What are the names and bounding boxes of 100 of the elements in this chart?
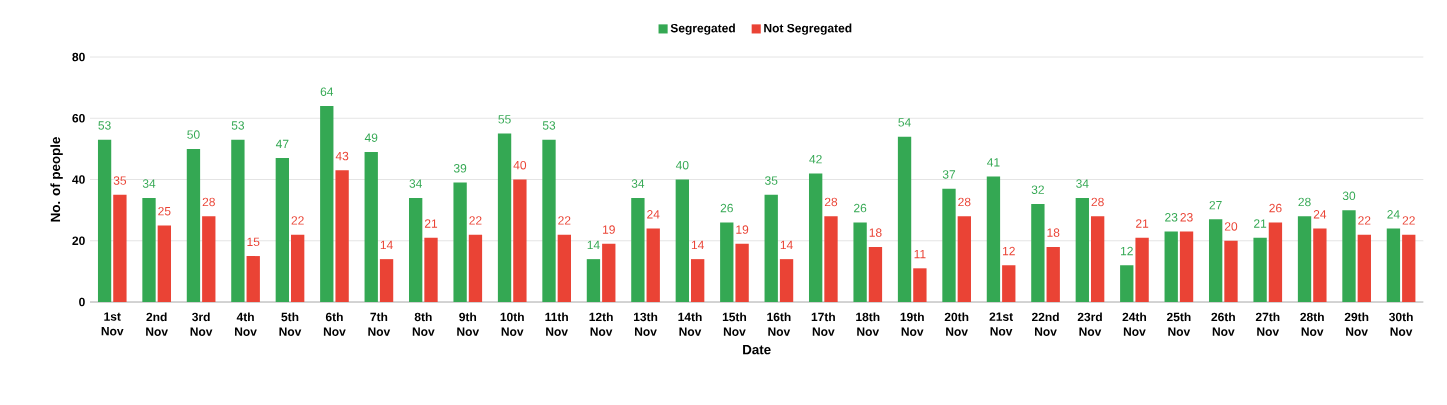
data-label: 14 xyxy=(691,240,704,250)
bar xyxy=(497,133,512,302)
x-tick-label: 3rd Nov xyxy=(190,312,213,336)
bar xyxy=(646,228,660,302)
bar xyxy=(557,234,571,302)
bar xyxy=(853,222,867,302)
data-label: 32 xyxy=(1031,185,1044,194)
data-label: 22 xyxy=(1358,216,1371,225)
data-label: 53 xyxy=(542,121,556,130)
data-label: 28 xyxy=(958,197,971,207)
data-label: 27 xyxy=(1209,200,1222,210)
data-label: 34 xyxy=(409,179,422,188)
x-tick-label: 5th Nov xyxy=(279,312,302,336)
data-label: 24 xyxy=(647,210,660,219)
x-tick-label: 29th Nov xyxy=(1344,312,1369,336)
bar xyxy=(364,151,378,302)
bar xyxy=(913,268,927,302)
data-label: 34 xyxy=(142,179,156,188)
data-label: 12 xyxy=(1003,246,1015,256)
bar xyxy=(1386,228,1401,302)
data-label: 14 xyxy=(780,240,793,250)
bar xyxy=(275,158,290,302)
x-tick-label: 27th Nov xyxy=(1255,312,1280,336)
data-label: 54 xyxy=(898,118,911,127)
bar xyxy=(1253,237,1267,302)
bar xyxy=(720,222,734,302)
data-label: 21 xyxy=(1254,219,1267,228)
data-label: 40 xyxy=(513,160,527,170)
x-tick-label: 19th Nov xyxy=(900,312,924,336)
x-tick-label: 9th Nov xyxy=(457,312,480,336)
data-label: 26 xyxy=(720,203,733,213)
bar xyxy=(735,243,749,302)
bar xyxy=(424,237,438,302)
x-tick-label: 15th Nov xyxy=(722,312,747,336)
data-label: 22 xyxy=(558,216,571,225)
data-label: 22 xyxy=(291,216,304,225)
x-tick-label: 28th Nov xyxy=(1300,312,1324,336)
data-label: 26 xyxy=(1269,203,1282,213)
bar xyxy=(1031,204,1045,302)
data-label: 12 xyxy=(1121,246,1133,256)
data-label: 28 xyxy=(824,197,838,207)
bar xyxy=(602,243,616,302)
data-label: 11 xyxy=(914,250,926,259)
x-tick-label: 23rd Nov xyxy=(1077,312,1102,336)
x-tick-label: 24th Nov xyxy=(1122,312,1147,336)
bar xyxy=(513,179,527,302)
bar xyxy=(1120,265,1134,302)
bar xyxy=(113,194,127,302)
data-label: 18 xyxy=(869,228,882,237)
x-tick-label: 1st Nov xyxy=(101,312,124,336)
x-tick-label: 14th Nov xyxy=(678,312,702,336)
data-label: 53 xyxy=(98,121,111,130)
data-label: 25 xyxy=(158,206,171,216)
data-label: 53 xyxy=(231,121,245,130)
bar xyxy=(246,256,260,302)
data-label: 23 xyxy=(1165,213,1178,222)
x-tick-label: 25th Nov xyxy=(1166,312,1191,336)
x-tick-label: 12th Nov xyxy=(589,312,613,336)
data-label: 35 xyxy=(113,176,127,185)
data-label: 55 xyxy=(498,115,511,124)
data-label: 22 xyxy=(1402,216,1415,225)
bar xyxy=(379,259,394,302)
bar xyxy=(231,139,245,302)
data-label: 28 xyxy=(202,197,215,207)
bar xyxy=(897,136,912,302)
data-label: 39 xyxy=(453,164,467,173)
data-label: 21 xyxy=(1136,219,1149,228)
data-label: 34 xyxy=(631,179,645,188)
data-label: 30 xyxy=(1342,191,1356,201)
bar xyxy=(779,259,794,302)
bar xyxy=(1224,240,1238,302)
bar xyxy=(291,234,305,302)
bar xyxy=(868,246,883,302)
x-tick-label: 6th Nov xyxy=(323,312,346,336)
x-tick-label: 4th Nov xyxy=(235,312,257,336)
data-label: 15 xyxy=(247,237,260,247)
y-tick-label: 20 xyxy=(72,236,85,246)
data-label: 35 xyxy=(765,176,778,185)
data-label: 37 xyxy=(942,170,956,179)
x-tick-label: 20th Nov xyxy=(944,312,969,336)
x-axis-title: Date xyxy=(743,345,771,355)
x-tick-label: 11th Nov xyxy=(545,312,568,336)
data-label: 24 xyxy=(1387,210,1400,219)
bar xyxy=(409,197,423,302)
x-tick-label: 18th Nov xyxy=(856,312,880,336)
bar xyxy=(202,216,216,302)
bar xyxy=(1179,231,1194,302)
bar xyxy=(1002,265,1016,302)
data-label: 22 xyxy=(469,216,482,225)
x-tick-label: 13th Nov xyxy=(633,312,658,336)
x-tick-label: 7th Nov xyxy=(368,312,391,336)
bar xyxy=(764,194,778,302)
bar xyxy=(1402,234,1416,302)
bar xyxy=(453,182,467,302)
x-tick-label: 10th Nov xyxy=(500,312,524,336)
data-label: 18 xyxy=(1047,228,1060,237)
bar xyxy=(986,176,1001,302)
data-label: 20 xyxy=(1224,222,1238,231)
bar xyxy=(186,148,201,302)
data-label: 64 xyxy=(320,87,334,96)
